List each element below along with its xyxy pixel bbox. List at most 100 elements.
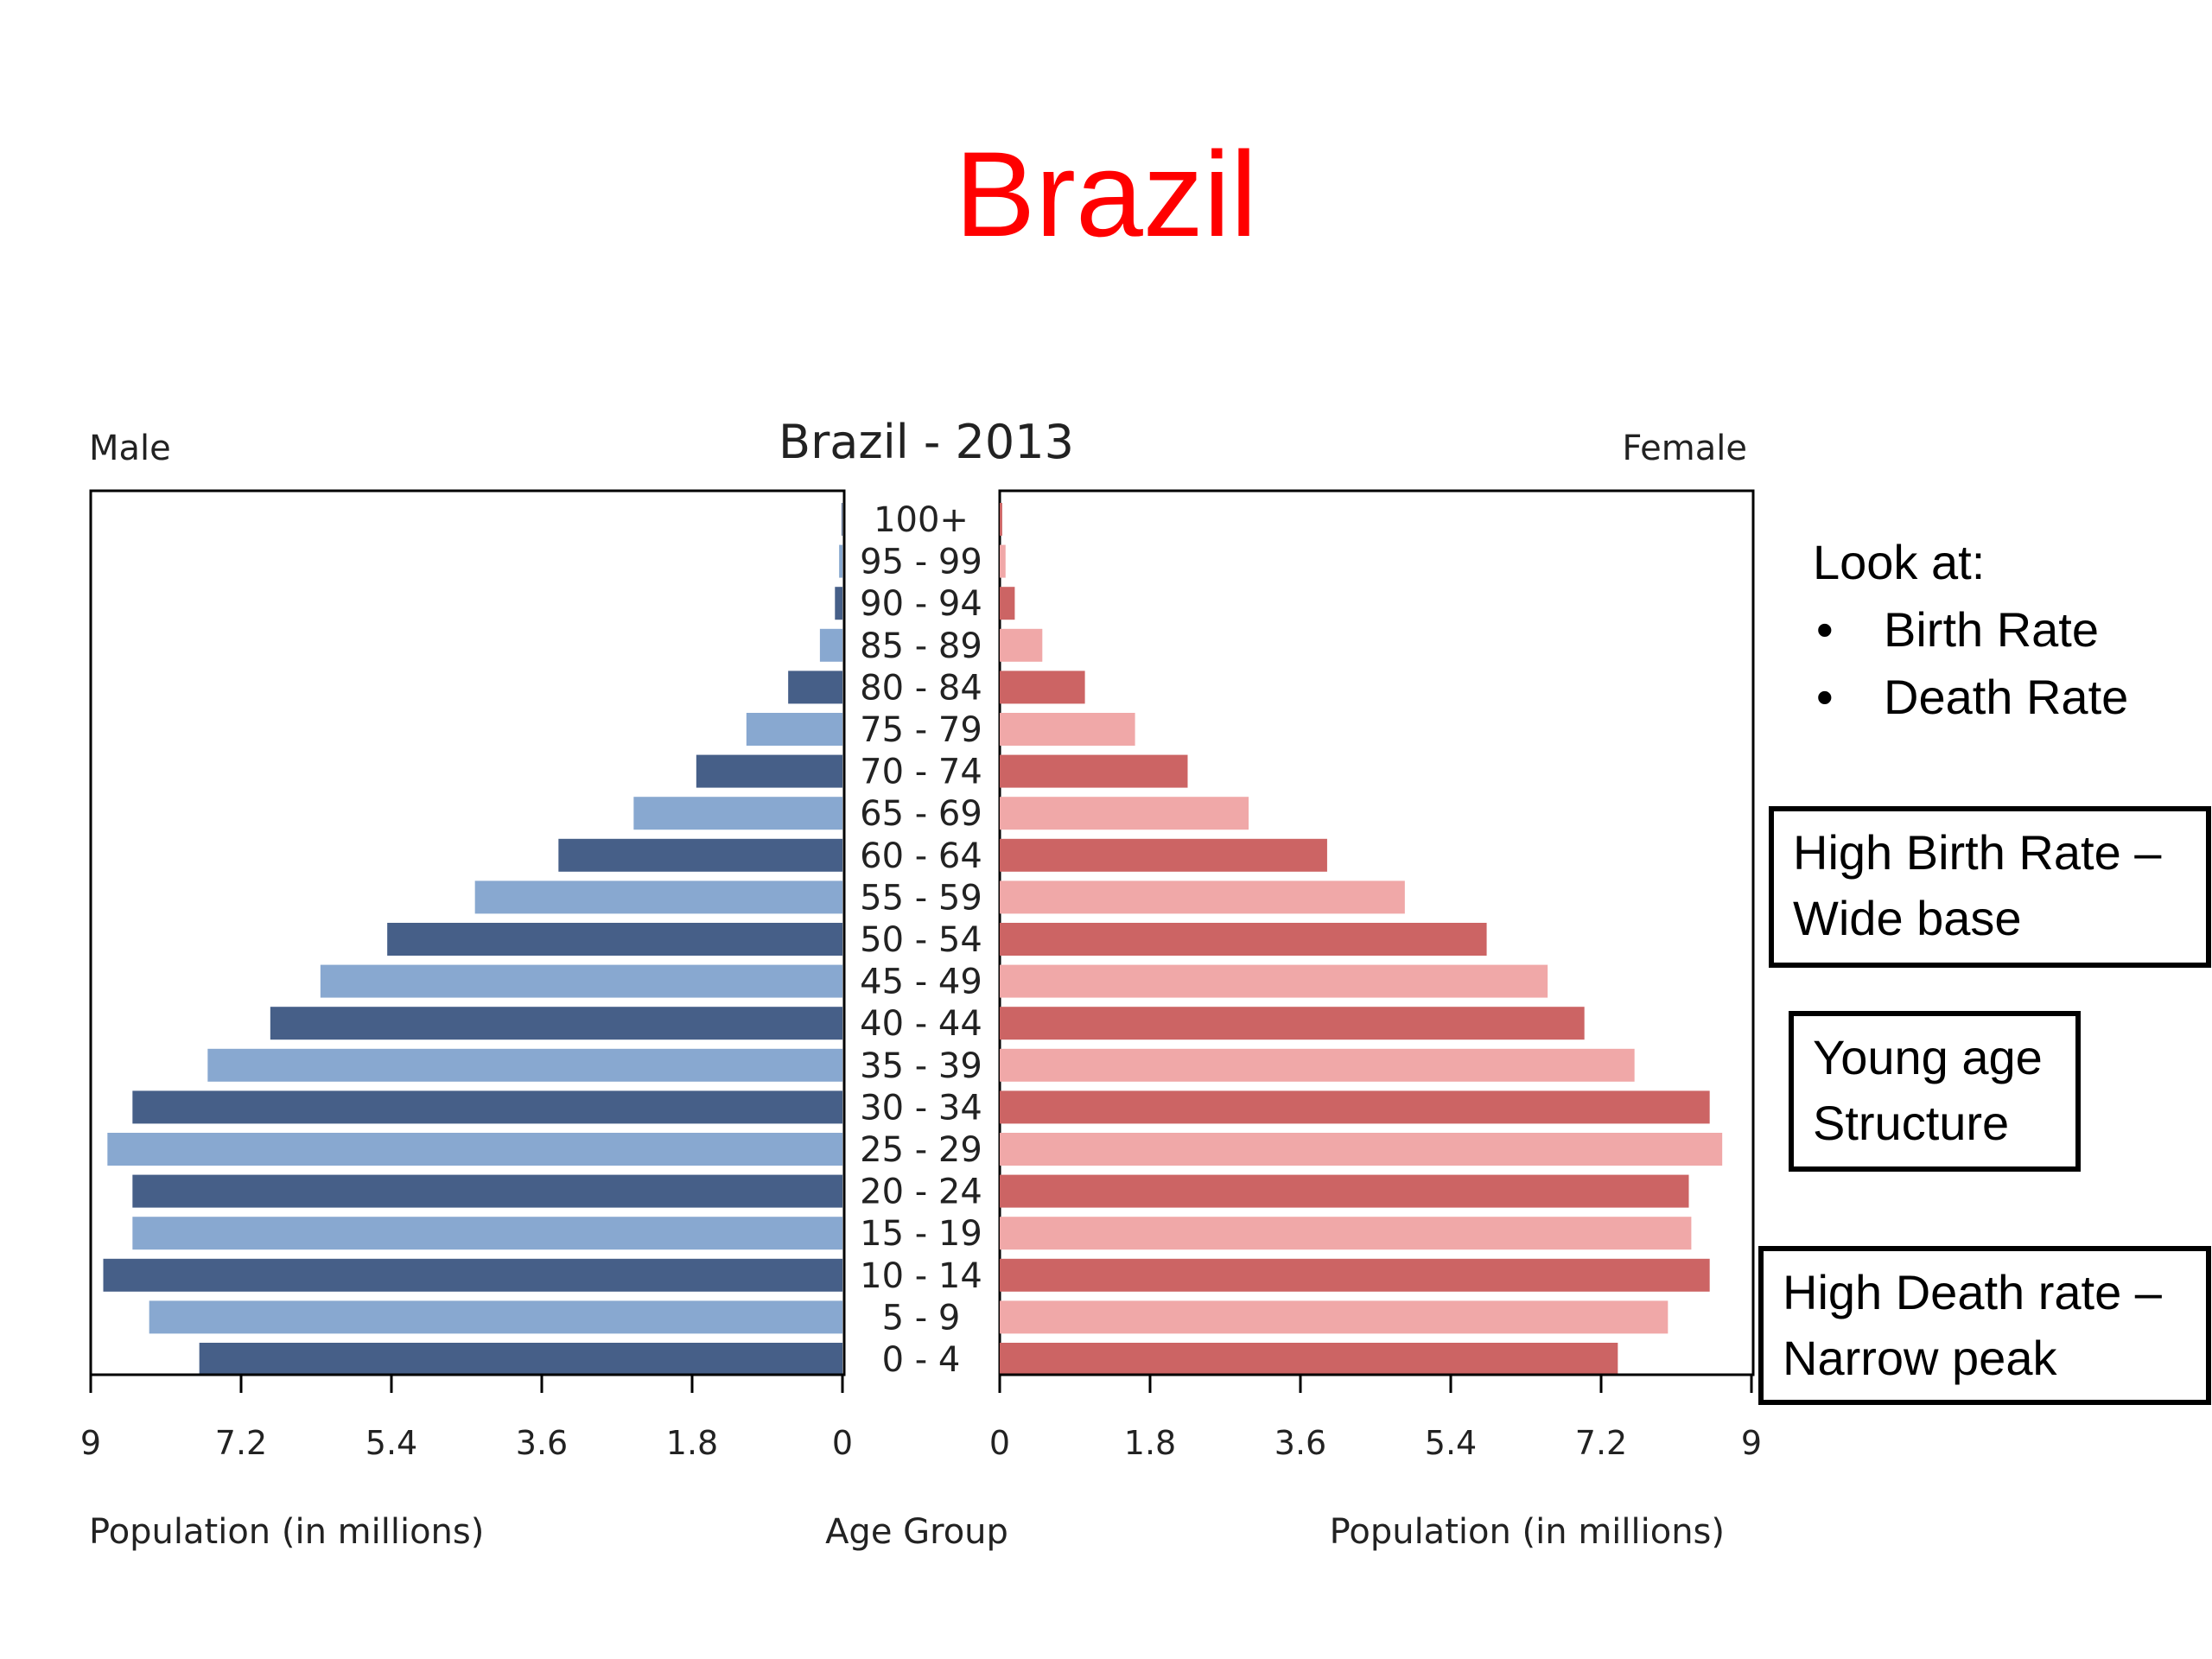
male-bar [320, 964, 842, 998]
age-group-label: 25 - 29 [860, 1130, 982, 1170]
age-group-label: 50 - 54 [860, 920, 982, 960]
female-bar [1000, 671, 1085, 704]
female-side-label: Female [1622, 429, 1747, 468]
female-bar [1000, 1090, 1710, 1124]
male-side-label: Male [89, 429, 171, 468]
age-group-label: 80 - 84 [860, 668, 982, 708]
male-bar [558, 838, 842, 872]
female-tick-label: 9 [1741, 1424, 1762, 1462]
age-group-label: 30 - 34 [860, 1088, 982, 1128]
slide-title: Brazil [954, 126, 1258, 262]
female-bar [1000, 838, 1327, 872]
male-bar [474, 880, 842, 914]
male-bar [107, 1133, 843, 1166]
age-group-label: 45 - 49 [860, 963, 982, 1002]
female-bar [1000, 923, 1487, 956]
age-group-label: 15 - 19 [860, 1214, 982, 1254]
male-bar [387, 923, 843, 956]
female-bar [1000, 713, 1135, 746]
age-group-label: 100+ [874, 500, 969, 540]
male-bar [746, 713, 842, 746]
female-bar [1000, 628, 1043, 662]
male-bar [199, 1343, 842, 1376]
age-group-label: 70 - 74 [860, 753, 982, 792]
female-bar [1000, 754, 1188, 788]
female-bar [1000, 544, 1006, 578]
age-group-label: 40 - 44 [860, 1004, 982, 1044]
male-tick-label: 1.8 [666, 1424, 718, 1462]
age-group-label: 35 - 39 [860, 1046, 982, 1086]
male-bar [132, 1090, 843, 1124]
x-axis-label-left: Population (in millions) [89, 1512, 484, 1552]
female-bars [1000, 503, 1723, 1376]
age-group-label: 20 - 24 [860, 1173, 982, 1212]
female-bar [1000, 880, 1405, 914]
look-at-item-death-rate: Death Rate [1813, 664, 2128, 731]
age-group-label: 65 - 69 [860, 794, 982, 834]
female-bar [1000, 587, 1015, 620]
note-line: High Birth Rate – [1793, 825, 2162, 880]
male-bar [207, 1048, 843, 1082]
female-tick-label: 5.4 [1425, 1424, 1477, 1462]
male-tick-label: 9 [80, 1424, 101, 1462]
male-bar [835, 587, 842, 620]
female-bar [1000, 1258, 1710, 1292]
age-group-label: 60 - 64 [860, 836, 982, 876]
age-group-label: 5 - 9 [882, 1298, 961, 1338]
female-bar [1000, 1217, 1692, 1250]
female-bar [1000, 797, 1249, 830]
look-at-panel: Look at: Birth Rate Death Rate [1813, 529, 2128, 731]
female-tick-label: 3.6 [1274, 1424, 1326, 1462]
age-group-label: 75 - 79 [860, 710, 982, 750]
male-bars [103, 503, 843, 1376]
age-group-label: 55 - 59 [860, 878, 982, 918]
age-group-label: 95 - 99 [860, 543, 982, 582]
age-group-label: 0 - 4 [882, 1340, 961, 1380]
look-at-heading: Look at: [1813, 535, 1986, 589]
male-bar [819, 628, 842, 662]
male-bar [149, 1300, 842, 1334]
x-axis-label-center: Age Group [825, 1512, 1008, 1552]
female-bar [1000, 503, 1002, 536]
male-tick-label: 0 [832, 1424, 853, 1462]
female-bar [1000, 1133, 1723, 1166]
female-bar [1000, 1048, 1635, 1082]
note-line: Wide base [1793, 891, 2022, 945]
look-at-list: Birth Rate Death Rate [1813, 596, 2128, 731]
note-young-age-structure: Young age Structure [1789, 1011, 2081, 1172]
female-tick-label: 0 [989, 1424, 1010, 1462]
female-bar [1000, 1174, 1689, 1208]
male-bar [839, 544, 842, 578]
note-line: Narrow peak [1783, 1331, 2057, 1385]
female-bar [1000, 1007, 1585, 1040]
male-tick-label: 7.2 [215, 1424, 267, 1462]
male-bar [696, 754, 842, 788]
look-at-item-birth-rate: Birth Rate [1813, 596, 2128, 664]
male-bar [132, 1217, 843, 1250]
male-bar [788, 671, 842, 704]
male-tick-label: 3.6 [516, 1424, 568, 1462]
note-line: Structure [1813, 1096, 2010, 1150]
male-bar [633, 797, 842, 830]
note-line: High Death rate – [1783, 1265, 2162, 1319]
age-group-label: 85 - 89 [860, 626, 982, 666]
female-bar [1000, 964, 1548, 998]
female-tick-label: 7.2 [1575, 1424, 1627, 1462]
age-group-label: 90 - 94 [860, 584, 982, 624]
chart-title: Brazil - 2013 [779, 415, 1074, 469]
male-bar [132, 1174, 843, 1208]
note-high-birth-rate: High Birth Rate – Wide base [1769, 806, 2211, 968]
female-tick-label: 1.8 [1124, 1424, 1176, 1462]
female-bar [1000, 1343, 1618, 1376]
male-bar [270, 1007, 842, 1040]
age-group-label: 10 - 14 [860, 1256, 982, 1296]
x-axis-label-right: Population (in millions) [1330, 1512, 1725, 1552]
male-tick-label: 5.4 [365, 1424, 417, 1462]
male-bar [103, 1258, 842, 1292]
axis-ticks: 9 7.2 5.4 3.6 1.8 0 0 1.8 3.6 5.4 7.2 9 [80, 1373, 1762, 1462]
note-high-death-rate: High Death rate – Narrow peak [1758, 1246, 2211, 1405]
note-line: Young age [1813, 1030, 2043, 1084]
female-bar [1000, 1300, 1669, 1334]
